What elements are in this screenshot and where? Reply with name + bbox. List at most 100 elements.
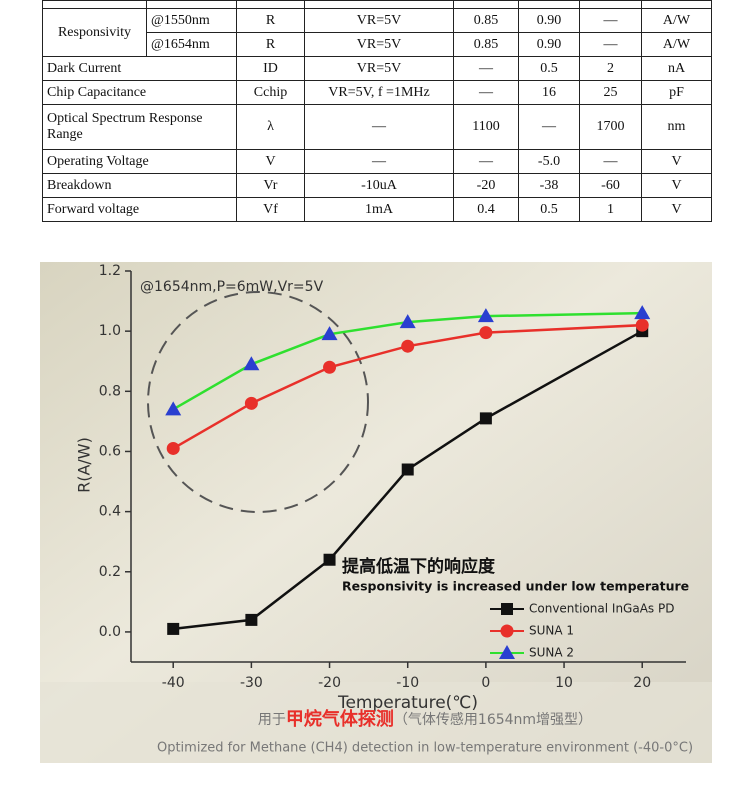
caption-cn: 用于甲烷气体探测（气体传感用1654nm增强型） [258,708,592,730]
cell: @1654nm [146,32,237,57]
spec-table: Responsivity @1550nm R VR=5V 0.85 0.90 —… [42,0,712,222]
marker [323,360,337,374]
row: Operating Voltage V — — -5.0— V [42,149,712,174]
cell: V [641,173,712,198]
x-tick-label: -20 [318,675,341,691]
row: Chip Capacitance Cchip VR=5V, f =1MHz —16 25… [42,80,712,105]
row: Breakdown Vr -10uA -20 -38 -60 V [42,173,712,198]
cell: Dark Current [42,56,237,81]
marker [477,308,494,323]
cell: — [579,8,642,33]
caption-part: 甲烷气体探测 [286,708,394,730]
cell: — [453,56,519,81]
y-tick-label: 0.8 [99,383,121,399]
cell: A/W [641,8,712,33]
series-line [173,330,643,631]
cell: V [641,149,712,174]
caption-en: Optimized for Methane (CH4) detection in… [157,741,693,756]
x-tick-label: -10 [396,675,419,691]
cell: V [236,149,305,174]
series-line [172,311,643,411]
cell: -10uA [304,173,454,198]
cell: nA [641,56,712,81]
cell: -60 [579,173,642,198]
marker [479,412,492,425]
marker [244,396,258,410]
chart: @1654nm,P=6mW,Vr=5V 提高低温下的响应度 Responsivi… [40,262,712,763]
cell: Forward voltage [42,197,237,222]
cell: 0.5 [518,197,580,222]
highlight-cn: 提高低温下的响应度 [342,556,496,577]
cell: -38 [518,173,580,198]
row: Optical Spectrum Response Range λ —1100—17… [42,104,712,150]
legend-marker [501,603,513,615]
annotation: @1654nm,P=6mW,Vr=5V [140,279,324,295]
cell: pF [641,80,712,105]
y-tick-label: 0.0 [99,624,121,640]
cell: 2 [579,56,642,81]
y-axis-title: R(A/W) [75,437,94,493]
series-line [172,323,643,450]
legend-marker [499,645,515,659]
marker [167,622,180,635]
cell: 16 [518,80,580,105]
cell: nm [641,104,712,150]
cell: Optical Spectrum Response Range [42,104,237,150]
cell: 1700 [579,104,642,150]
marker [323,553,336,566]
marker [399,314,416,329]
row: Forward voltage Vf 1mA 0.4 0.5 1 V [42,197,712,222]
cell: — [453,80,519,105]
cell: — [304,149,454,174]
y-tick-label: 0.2 [99,564,121,580]
cell: λ [236,104,305,150]
cell: Operating Voltage [42,149,237,174]
legend-label: Conventional InGaAs PD [529,602,674,616]
marker [635,318,649,332]
y-tick-label: 1.0 [99,323,121,339]
caption-part: （气体传感用1654nm增强型） [394,711,592,728]
cell: -5.0 [518,149,580,174]
x-tick-label: -40 [162,675,185,691]
cell: ID [236,56,305,81]
marker [401,463,414,476]
background [40,262,712,763]
cell: 0.4 [453,197,519,222]
y-tick-label: 1.2 [99,263,121,279]
marker [321,326,338,341]
legend-label: SUNA 1 [529,624,574,638]
cell: A/W [641,32,712,57]
cell: 1100 [453,104,519,150]
cell: 0.90 [518,8,580,33]
cell: 0.85 [453,32,519,57]
cell: — [579,149,642,174]
cell: — [304,104,454,150]
cell: — [579,32,642,57]
cell: VR=5V [304,32,454,57]
cell: Vf [236,197,305,222]
cell: — [453,149,519,174]
marker [479,326,493,340]
x-tick-label: 10 [555,675,573,691]
floor [40,682,712,763]
cell: 0.85 [453,8,519,33]
caption-part: 用于 [258,712,286,728]
y-tick-label: 0.4 [99,504,121,520]
marker [243,356,260,371]
x-tick-label: 20 [633,675,651,691]
y-tick-label: 0.6 [99,443,121,459]
marker [245,613,258,626]
cell: Breakdown [42,173,237,198]
cell: VR=5V [304,8,454,33]
cell: @1550nm [146,8,237,33]
x-tick-label: -30 [240,675,263,691]
row: Dark Current ID VR=5V —0.5 2 nA [42,56,712,81]
x-tick-label: 0 [481,675,490,691]
cell: 0.5 [518,56,580,81]
cell: 1mA [304,197,454,222]
cell: Cchip [236,80,305,105]
marker [166,441,180,455]
marker [165,401,182,416]
marker [634,305,651,320]
